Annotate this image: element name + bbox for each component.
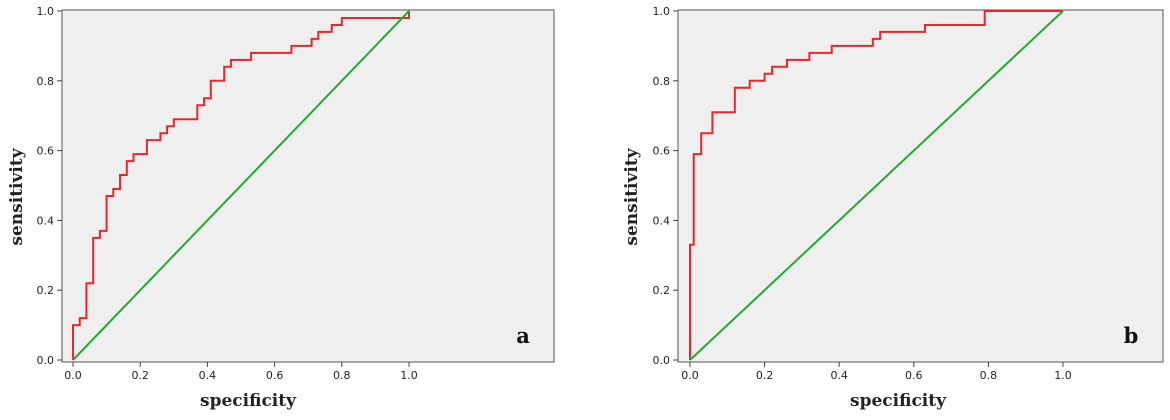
y-tick-label: 0.4 xyxy=(653,214,671,227)
x-axis-title: specificity xyxy=(850,391,947,411)
y-tick-label: 0.8 xyxy=(37,75,55,88)
x-tick-label: 0.0 xyxy=(681,369,699,382)
reference-line xyxy=(689,10,1064,361)
y-tick-label: 1.0 xyxy=(653,5,671,18)
y-tick-label: 0.6 xyxy=(37,145,55,158)
chart-panel-a: 0.0 0.2 0.4 0.6 0.8 1.0 0.0 0.2 0.4 0.6 0.8 1.0 spec… xyxy=(7,5,555,411)
x-tick-label: 0.2 xyxy=(756,369,774,382)
plot-area xyxy=(61,9,555,363)
y-tick-label: 0.2 xyxy=(37,284,55,297)
x-tick-label: 0.4 xyxy=(199,369,217,382)
y-tick-label: 0.8 xyxy=(653,75,671,88)
x-tick-label: 1.0 xyxy=(1054,369,1072,382)
x-tick-label: 0.8 xyxy=(333,369,351,382)
plot-area xyxy=(677,9,1164,363)
roc-curve xyxy=(689,10,1063,360)
y-tick-label: 0.2 xyxy=(653,284,671,297)
y-axis-title: sensitivity xyxy=(622,147,642,245)
x-tick-label: 0.8 xyxy=(980,369,998,382)
x-tick-label: 0.6 xyxy=(266,369,284,382)
x-tick-label: 0.4 xyxy=(830,369,848,382)
x-tick-label: 0.0 xyxy=(64,369,82,382)
reference-line xyxy=(72,10,410,361)
y-tick-label: 0.0 xyxy=(653,354,671,367)
chart-panel-b: 0.0 0.2 0.4 0.6 0.8 1.0 0.0 0.2 0.4 0.6 0.8 1.0 spec… xyxy=(622,5,1164,411)
x-tick-label: 0.2 xyxy=(131,369,149,382)
y-axis-title: sensitivity xyxy=(7,147,27,245)
y-tick-label: 0.0 xyxy=(37,354,55,367)
panel-label: a xyxy=(516,323,530,348)
panel-label: b xyxy=(1124,323,1139,348)
x-tick-label: 0.6 xyxy=(905,369,923,382)
y-tick-label: 1.0 xyxy=(37,5,55,18)
y-tick-label: 0.6 xyxy=(653,145,671,158)
y-tick-label: 0.4 xyxy=(37,214,55,227)
x-axis-title: specificity xyxy=(200,391,297,411)
x-tick-label: 1.0 xyxy=(400,369,418,382)
roc-curve xyxy=(72,11,410,360)
